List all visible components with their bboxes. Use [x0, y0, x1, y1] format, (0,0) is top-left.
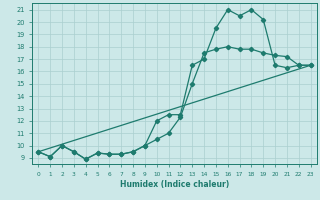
X-axis label: Humidex (Indice chaleur): Humidex (Indice chaleur) — [120, 180, 229, 189]
